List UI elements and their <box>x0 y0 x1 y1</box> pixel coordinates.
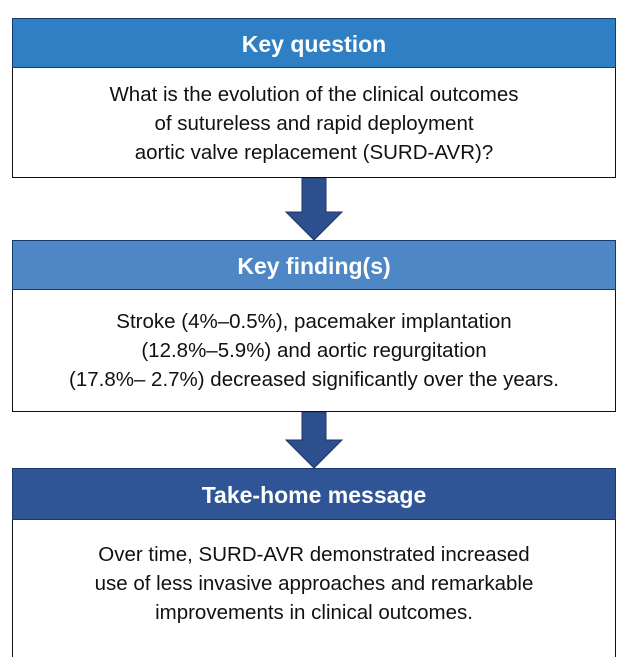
text-line: of sutureless and rapid deployment <box>154 112 474 135</box>
section-header: Key finding(s) <box>12 240 616 290</box>
text-line: Stroke (4%–0.5%), pacemaker implantation <box>116 310 512 333</box>
arrow <box>284 412 344 469</box>
section-body: What is the evolution of the clinical ou… <box>12 68 616 178</box>
text-line: What is the evolution of the clinical ou… <box>109 83 519 106</box>
text-line: improvements in clinical outcomes. <box>155 601 473 624</box>
finding-box: Key finding(s) Stroke (4%–0.5%), pacemak… <box>12 240 616 412</box>
arrow <box>284 178 344 241</box>
section-header: Key question <box>12 18 616 68</box>
text-line: (17.8%– 2.7%) decreased significantly ov… <box>69 368 559 391</box>
text-line: use of less invasive approaches and rema… <box>94 572 534 595</box>
message-box: Take-home message Over time, SURD-AVR de… <box>12 468 616 657</box>
section-body: Stroke (4%–0.5%), pacemaker implantation… <box>12 290 616 412</box>
text-line: (12.8%–5.9%) and aortic regurgitation <box>141 339 487 362</box>
text-line: aortic valve replacement (SURD-AVR)? <box>134 141 494 164</box>
question-box: Key question What is the evolution of th… <box>12 18 616 178</box>
section-header: Take-home message <box>12 468 616 520</box>
text-line: Over time, SURD-AVR demonstrated increas… <box>98 543 530 566</box>
section-body: Over time, SURD-AVR demonstrated increas… <box>12 520 616 657</box>
